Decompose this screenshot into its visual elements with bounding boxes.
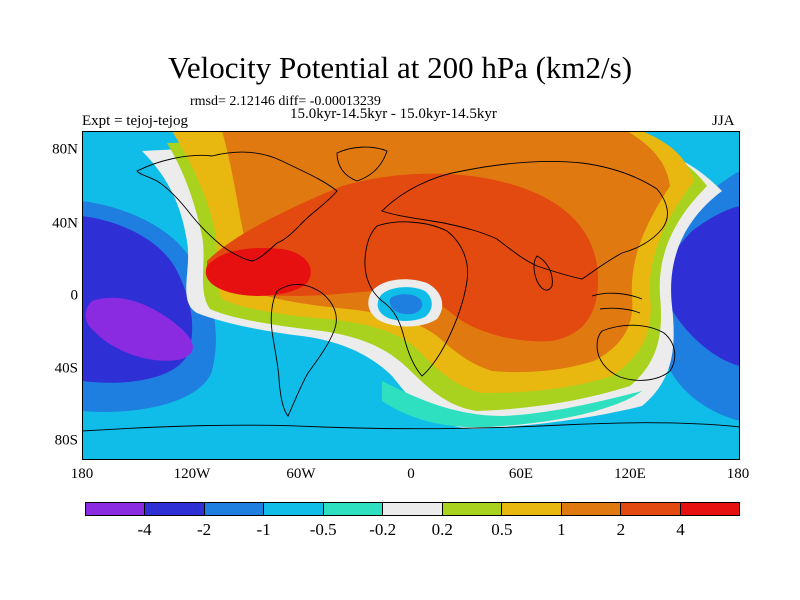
- lon-label-180e: 180: [726, 466, 750, 482]
- lon-label-180w: 180: [70, 466, 94, 482]
- field-aqua-band: [382, 381, 642, 428]
- lat-label-40s: 40S: [54, 360, 78, 377]
- lat-label-40n: 40N: [52, 215, 78, 232]
- lon-label-120e: 120E: [614, 466, 646, 482]
- field-purple-sw: [85, 297, 193, 361]
- coast-north-america: [136, 151, 338, 262]
- field-deepblue-east: [663, 206, 740, 366]
- coast-africa: [364, 221, 469, 377]
- period-label: 15.0kyr-14.5kyr - 15.0kyr-14.5kyr: [290, 106, 497, 122]
- lat-label-80n: 80N: [52, 141, 78, 158]
- colorbar-swatch: [502, 503, 562, 515]
- field-red: [205, 247, 311, 296]
- colorbar-label: -2: [196, 520, 212, 539]
- coast-south-america: [270, 284, 337, 417]
- colorbar-swatch: [621, 503, 681, 515]
- colorbar-label: 0.5: [491, 520, 513, 539]
- colorbar-swatch: [204, 503, 265, 515]
- colorbar-swatch: [561, 503, 622, 515]
- velocity-potential-map: [82, 131, 740, 460]
- coast-india: [533, 255, 553, 291]
- colorbar-swatch: [145, 503, 205, 515]
- colorbar: [85, 502, 740, 516]
- colorbar-label: -4: [137, 520, 152, 539]
- lat-label-80s: 80S: [54, 432, 78, 449]
- colorbar-swatch: [442, 503, 503, 515]
- colorbar-label: -0.5: [309, 520, 337, 539]
- coast-antarctica: [82, 422, 740, 432]
- colorbar-swatch: [680, 503, 739, 515]
- coast-greenland: [336, 146, 388, 182]
- colorbar-label: 1: [557, 520, 566, 539]
- colorbar-swatch: [264, 503, 324, 515]
- lon-label-60w: 60W: [286, 466, 316, 482]
- lon-label-60e: 60E: [508, 466, 534, 482]
- colorbar-label: -0.2: [369, 520, 397, 539]
- colorbar-label: -1: [256, 520, 271, 539]
- map-title: Velocity Potential at 200 hPa (km2/s): [167, 50, 633, 85]
- experiment-label: Expt = tejoj-tejog: [82, 113, 188, 129]
- season-label: JJA: [712, 113, 735, 129]
- coastlines: [82, 146, 740, 432]
- coast-australia: [596, 324, 676, 381]
- lon-label-0: 0: [407, 466, 415, 482]
- lon-label-120w: 120W: [173, 466, 211, 482]
- lat-label-eq: 0: [70, 287, 79, 304]
- coast-indonesia: [591, 292, 643, 314]
- colorbar-label: 4: [676, 520, 685, 539]
- rmsd-diff-stats: rmsd= 2.12146 diff= -0.00013239: [190, 94, 381, 109]
- field-redorange: [207, 173, 599, 342]
- field-guinea-blue: [389, 294, 423, 315]
- colorbar-swatch: [86, 503, 146, 515]
- colorbar-swatch: [383, 503, 443, 515]
- colorbar-swatch: [323, 503, 384, 515]
- colorbar-label: 2: [616, 520, 626, 539]
- colorbar-label: 0.2: [431, 520, 453, 539]
- coast-eurasia: [381, 160, 668, 280]
